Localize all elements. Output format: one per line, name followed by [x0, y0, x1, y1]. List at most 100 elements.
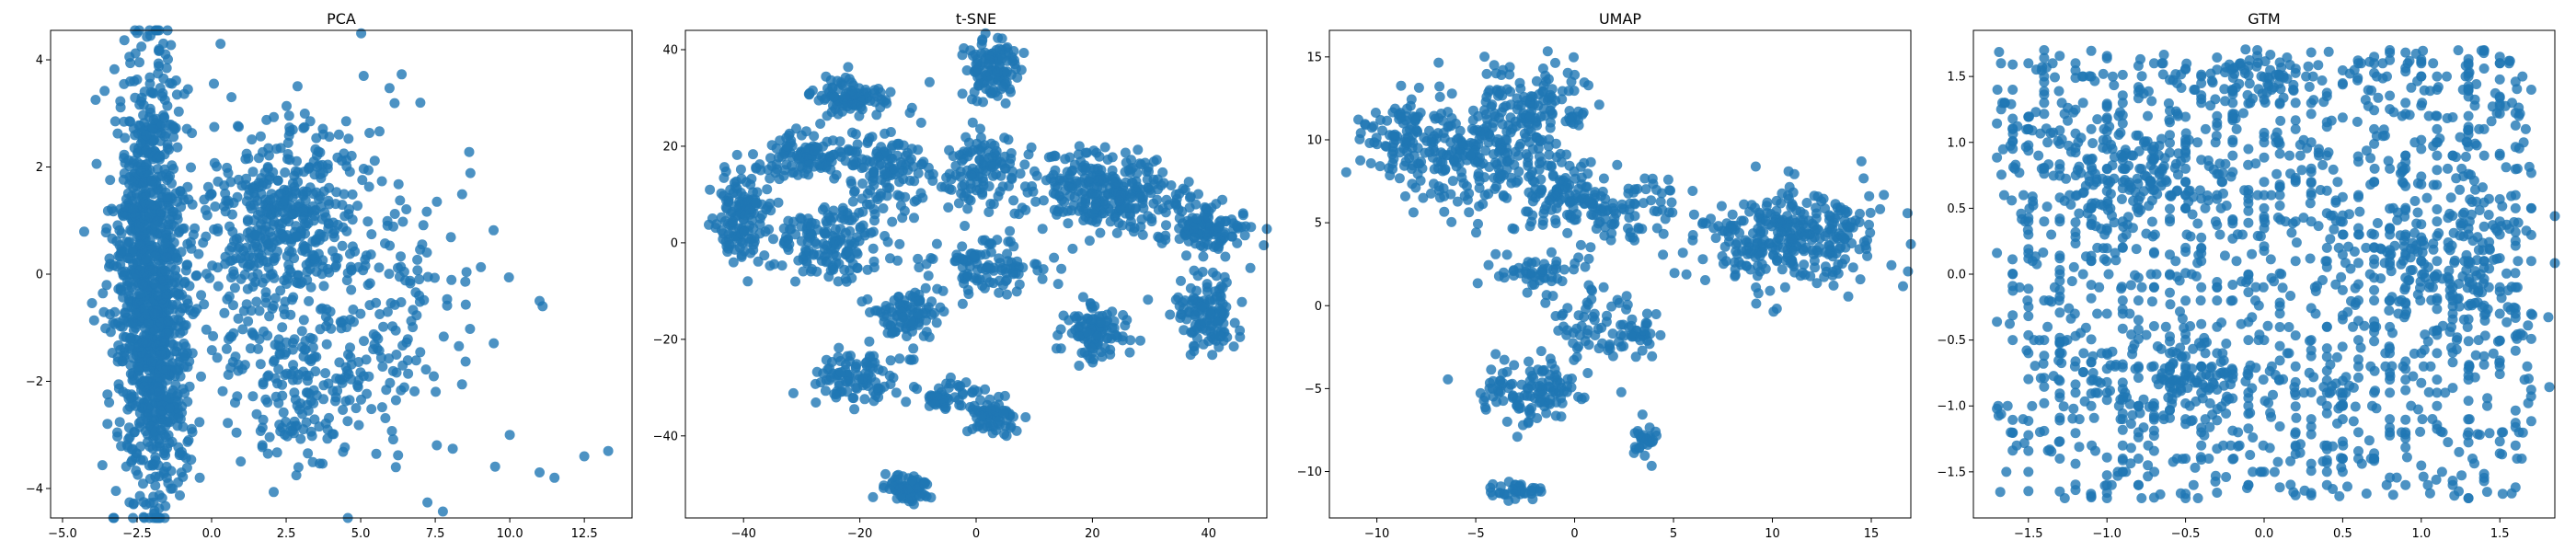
pca-point [341, 365, 352, 376]
pca-point [461, 267, 472, 278]
umap-point [1569, 86, 1580, 97]
umap-point [1550, 218, 1561, 229]
umap-point [1716, 201, 1727, 212]
umap-point [1754, 228, 1765, 239]
tsne-point [988, 199, 999, 210]
pca-point [128, 155, 139, 167]
umap-point [1788, 168, 1800, 179]
pca-point [384, 83, 395, 94]
umap-point [1478, 130, 1489, 141]
tsne-point [868, 243, 879, 254]
tsne-point [838, 205, 848, 216]
tsne-point [988, 161, 999, 172]
umap-point [1700, 275, 1710, 285]
pca-point [233, 121, 243, 132]
pca-x-tick-label: 12.5 [571, 527, 598, 541]
umap-point [1677, 247, 1688, 259]
pca-point [322, 163, 333, 174]
umap-point [1368, 121, 1379, 132]
umap-point [1466, 123, 1478, 134]
pca-point [358, 71, 369, 81]
pca-point [224, 221, 235, 232]
umap-point [1535, 136, 1546, 147]
umap-point [1585, 242, 1596, 253]
umap-point [1903, 266, 1914, 277]
tsne-point [1095, 316, 1106, 328]
tsne-point [870, 305, 880, 316]
pca-point [172, 213, 183, 224]
umap-point [1681, 269, 1692, 280]
pca-point [305, 426, 316, 437]
umap-point [1407, 178, 1418, 190]
pca-point [155, 350, 167, 361]
pca-point [260, 235, 271, 246]
pca-point [154, 503, 165, 514]
umap-point [1585, 197, 1596, 208]
tsne-point [1113, 195, 1124, 206]
pca-point [374, 126, 385, 137]
pca-point [282, 100, 292, 111]
pca-point [209, 121, 220, 132]
umap-point [1554, 175, 1565, 186]
pca-point [173, 321, 184, 332]
tsne-point [829, 173, 840, 184]
umap-point [1623, 188, 1634, 199]
pca-point [125, 368, 136, 379]
pca-point [115, 282, 126, 293]
umap-point [1593, 99, 1604, 110]
tsne-point [771, 143, 782, 154]
tsne-y-tick-label: −20 [653, 333, 678, 347]
tsne-point [821, 71, 832, 82]
tsne-point [1229, 317, 1240, 328]
pca-point [380, 238, 390, 249]
pca-point [176, 201, 187, 213]
tsne-point [1211, 270, 1222, 282]
pca-point [272, 378, 282, 389]
pca-point [298, 315, 309, 326]
pca-point [116, 228, 127, 239]
pca-point [364, 128, 375, 138]
umap-point [1607, 198, 1618, 209]
tsne-point [909, 196, 920, 207]
tsne-point [1220, 216, 1231, 227]
pca-point [170, 188, 181, 199]
umap-point [1434, 91, 1445, 102]
tsne-point [1012, 72, 1023, 83]
umap-point [1478, 199, 1489, 210]
tsne-point [1023, 149, 1034, 160]
pca-point [161, 191, 172, 202]
pca-point [299, 243, 310, 254]
umap-point [1713, 221, 1724, 232]
pca-point [279, 275, 290, 286]
umap-point [1538, 80, 1549, 91]
pca-point [284, 126, 295, 137]
tsne-point [1173, 204, 1184, 215]
pca-point [160, 391, 171, 402]
tsne-point [1148, 156, 1159, 167]
pca-point [289, 334, 300, 345]
pca-point [193, 248, 204, 259]
umap-point [1746, 200, 1757, 211]
pca-point [489, 461, 500, 472]
tsne-point [972, 96, 983, 107]
umap-point [1413, 82, 1424, 93]
pca-point [330, 392, 341, 403]
pca-point [119, 35, 130, 46]
pca-point [173, 396, 184, 407]
tsne-x-tick-label: −40 [730, 527, 755, 541]
umap-point [1524, 111, 1535, 122]
umap-point [1879, 190, 1890, 201]
tsne-point [887, 153, 898, 164]
tsne-point [1064, 190, 1075, 201]
tsne-point [721, 241, 732, 252]
pca-point [247, 167, 259, 178]
pca-point [403, 368, 414, 379]
umap-point [1765, 285, 1776, 296]
tsne-point [958, 154, 969, 165]
pca-point [101, 280, 112, 291]
tsne-point [779, 165, 790, 176]
umap-point [1400, 190, 1410, 201]
tsne-point [1135, 335, 1145, 346]
pca-point [340, 116, 351, 127]
umap-point [1452, 196, 1463, 207]
